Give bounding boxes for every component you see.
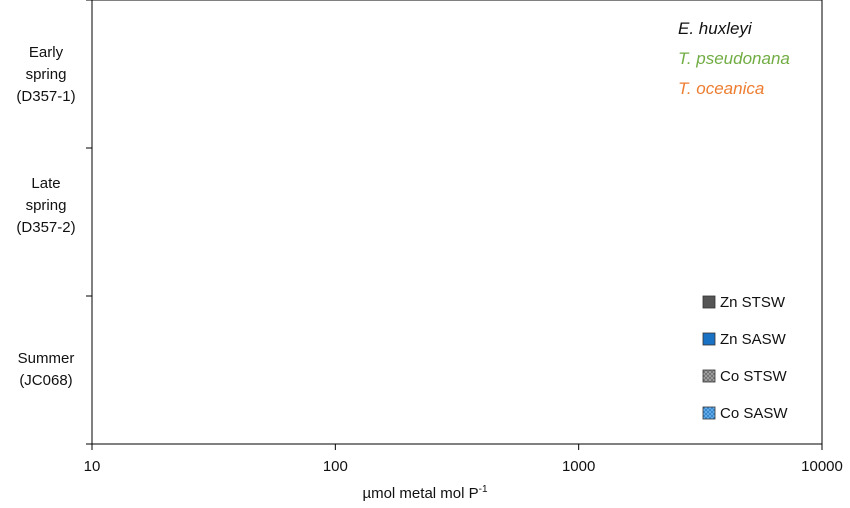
- x-axis-title: µmol metal mol P-1: [0, 484, 850, 502]
- legend: Zn STSW Zn SASW Co STSW Co SASW: [690, 282, 820, 432]
- group-label-line: spring: [25, 197, 67, 214]
- legend-swatch-zn-sasw: [702, 332, 716, 346]
- organism-label-t-oceanica: T. oceanica: [678, 79, 764, 98]
- x-tick-label: 10000: [801, 458, 843, 475]
- legend-swatch-co-stsw: [702, 369, 716, 383]
- legend-label-zn-sasw: Zn SASW: [720, 331, 787, 348]
- x-axis-title-superscript: -1: [478, 484, 488, 495]
- group-label-line: (D357-2): [16, 219, 76, 236]
- group-label-line: spring: [25, 66, 67, 83]
- legend-label-co-stsw: Co STSW: [720, 368, 788, 385]
- group-label-line: Late: [31, 175, 61, 192]
- group-label-1: Early spring (D357-1): [0, 42, 92, 108]
- group-label-3: Summer (JC068): [0, 348, 92, 392]
- group-label-line: Summer: [17, 350, 75, 367]
- x-tick-label: 10: [84, 458, 101, 475]
- group-label-line: (JC068): [19, 372, 73, 389]
- group-label-line: (D357-1): [16, 88, 76, 105]
- group-label-2: Late spring (D357-2): [0, 173, 92, 239]
- legend-label-zn-stsw: Zn STSW: [720, 294, 786, 311]
- organism-label-t-pseudonana: T. pseudonana: [678, 49, 790, 68]
- x-tick-label: 1000: [562, 458, 595, 475]
- legend-swatch-zn-stsw: [702, 295, 716, 309]
- legend-label-co-sasw: Co SASW: [720, 405, 788, 422]
- organism-labels: E. huxleyi T. pseudonana T. oceanica: [667, 12, 819, 108]
- legend-swatch-co-sasw: [702, 406, 716, 420]
- group-label-line: Early: [28, 44, 64, 61]
- x-axis-title-main: µmol metal mol P: [362, 485, 479, 502]
- organism-label-box: [667, 12, 819, 108]
- x-tick-label: 100: [323, 458, 348, 475]
- organism-label-e-huxleyi: E. huxleyi: [678, 19, 753, 38]
